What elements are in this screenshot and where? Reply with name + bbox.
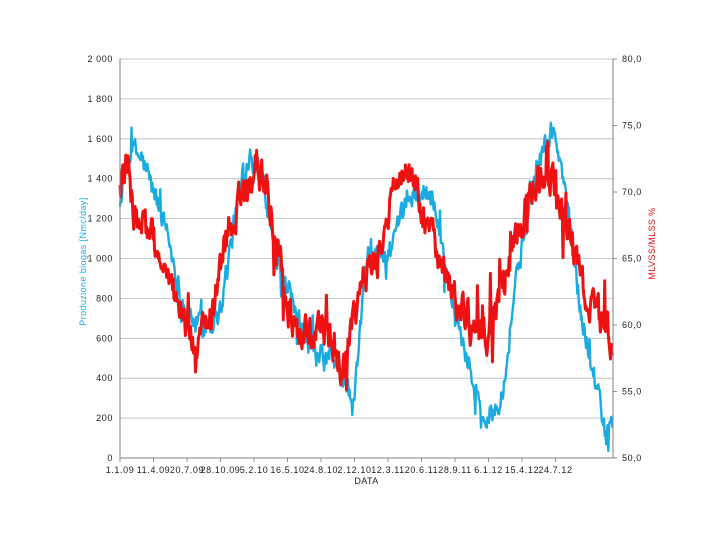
x-tick-label: 15.4.12	[505, 465, 539, 475]
x-tick-label: 28.9.11	[438, 465, 472, 475]
x-tick-label: 20.7.09	[170, 465, 204, 475]
y-left-tick-label: 0	[107, 453, 113, 463]
x-tick-label: 12.3.11	[371, 465, 405, 475]
y-left-tick-label: 1 600	[87, 134, 113, 144]
y-left-tick-label: 1 200	[87, 214, 113, 224]
x-tick-label: 2.12.10	[337, 465, 371, 475]
x-tick-label: 5.2.10	[240, 465, 269, 475]
y-left-tick-label: 1 400	[87, 174, 113, 184]
x-tick-label: 20.6.11	[405, 465, 439, 475]
series-lines	[118, 121, 615, 453]
y-right-tick-label: 65,0	[622, 254, 642, 264]
y-right-tick-label: 60,0	[622, 320, 642, 330]
x-tick-label: 24.7.12	[538, 465, 572, 475]
series-line-mlvss-mlss	[118, 140, 615, 392]
tick-labels: 0 200 400 600 800 1 000 1 200 1 400 1 600 1 800 2 …	[87, 54, 641, 475]
x-tick-label: 1.1.09	[106, 465, 135, 475]
x-axis-title: DATA	[354, 476, 378, 486]
x-tick-label: 24.8.10	[304, 465, 338, 475]
y-left-tick-label: 200	[96, 413, 113, 423]
y-left-tick-label: 1 000	[87, 254, 113, 264]
y-right-tick-label: 80,0	[622, 54, 642, 64]
y-axis-right-title: MLVSS/MLSS %	[647, 207, 657, 279]
y-right-tick-label: 50,0	[622, 453, 642, 463]
axes	[119, 58, 617, 462]
y-left-tick-label: 1 800	[87, 94, 113, 104]
x-tick-label: 16.5.10	[270, 465, 304, 475]
y-right-tick-label: 70,0	[622, 187, 642, 197]
y-right-tick-label: 75,0	[622, 121, 642, 131]
x-tick-label: 6.1.12	[474, 465, 503, 475]
y-right-tick-label: 55,0	[622, 387, 642, 397]
x-tick-label: 11.4.09	[137, 465, 171, 475]
y-left-tick-label: 800	[96, 293, 113, 303]
y-left-tick-label: 400	[96, 373, 113, 383]
y-left-tick-label: 2 000	[87, 54, 113, 64]
x-tick-label: 28.10.09	[201, 465, 241, 475]
y-axis-left-title: Produzione biogas [Nmc/day]	[78, 197, 88, 325]
y-left-tick-label: 600	[96, 333, 113, 343]
